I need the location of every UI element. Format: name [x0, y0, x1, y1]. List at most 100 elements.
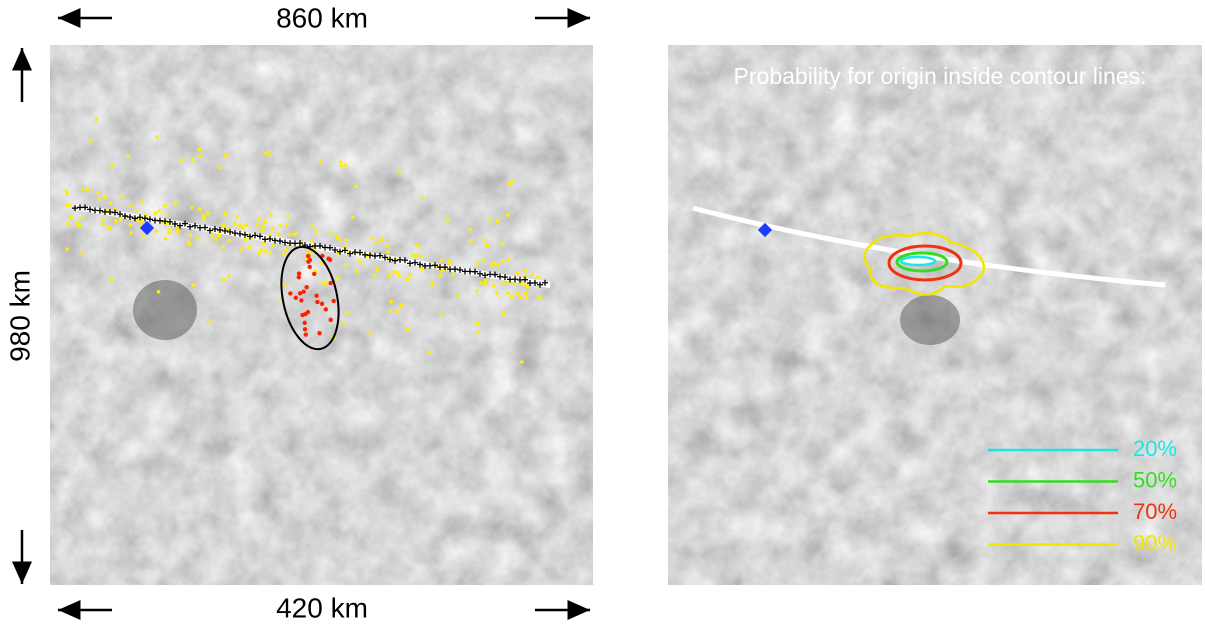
yellow-point — [386, 250, 390, 254]
yellow-point — [197, 148, 201, 152]
yellow-point — [475, 289, 479, 293]
yellow-point — [406, 327, 410, 331]
yellow-point — [397, 169, 401, 173]
yellow-point — [342, 322, 346, 326]
yellow-point — [329, 231, 333, 235]
legend-label: 50% — [1133, 467, 1177, 492]
yellow-point — [235, 215, 239, 219]
yellow-point — [479, 281, 483, 285]
yellow-point — [264, 220, 268, 224]
yellow-point — [346, 311, 350, 315]
yellow-point — [78, 224, 82, 228]
bottom-scale: 420 km — [276, 592, 368, 623]
yellow-point — [227, 274, 231, 278]
yellow-point — [373, 273, 377, 277]
legend-label: 90% — [1133, 530, 1177, 555]
red-point — [297, 275, 301, 279]
yellow-point — [500, 242, 504, 246]
yellow-point — [180, 158, 184, 162]
yellow-point — [65, 247, 69, 251]
yellow-point — [439, 259, 443, 263]
yellow-point — [174, 202, 178, 206]
yellow-point — [510, 295, 514, 299]
yellow-point — [288, 233, 292, 237]
yellow-point — [187, 240, 191, 244]
yellow-point — [165, 212, 169, 216]
yellow-point — [468, 227, 472, 231]
dark-feature — [900, 295, 960, 345]
yellow-point — [430, 283, 434, 287]
yellow-point — [485, 244, 489, 248]
yellow-point — [158, 209, 162, 213]
yellow-point — [482, 238, 486, 242]
yellow-point — [536, 275, 540, 279]
yellow-point — [519, 296, 523, 300]
yellow-point — [416, 244, 420, 248]
yellow-point — [502, 312, 506, 316]
yellow-point — [282, 253, 286, 257]
red-point — [306, 310, 310, 314]
yellow-point — [319, 160, 323, 164]
yellow-point — [222, 278, 226, 282]
yellow-point — [506, 213, 510, 217]
yellow-point — [69, 215, 73, 219]
yellow-point — [168, 227, 172, 231]
yellow-point — [414, 255, 418, 259]
red-point — [306, 254, 310, 258]
yellow-point — [244, 223, 248, 227]
yellow-point — [428, 350, 432, 354]
yellow-point — [451, 273, 455, 277]
yellow-point — [262, 225, 266, 229]
yellow-point — [263, 249, 267, 253]
red-point — [294, 296, 298, 300]
yellow-point — [375, 268, 379, 272]
yellow-point — [380, 238, 384, 242]
yellow-point — [277, 232, 281, 236]
yellow-point — [354, 185, 358, 189]
yellow-point — [269, 212, 273, 216]
yellow-point — [469, 239, 473, 243]
red-point — [308, 258, 312, 262]
yellow-point — [95, 118, 99, 122]
yellow-point — [114, 220, 118, 224]
yellow-point — [314, 229, 318, 233]
red-point — [329, 281, 333, 285]
yellow-point — [163, 204, 167, 208]
yellow-point — [292, 233, 296, 237]
side-scale: 980 km — [4, 270, 35, 362]
yellow-point — [110, 278, 114, 282]
yellow-point — [260, 228, 264, 232]
yellow-point — [191, 283, 195, 287]
red-point — [314, 293, 318, 297]
yellow-point — [446, 218, 450, 222]
contour-20 — [901, 257, 935, 265]
red-point — [317, 331, 321, 335]
figure: 860 km 420 km 980 km Probability for ori… — [0, 0, 1205, 627]
yellow-point — [199, 154, 203, 158]
yellow-point — [421, 196, 425, 200]
yellow-point — [218, 234, 222, 238]
dark-feature — [133, 280, 197, 340]
yellow-point — [135, 209, 139, 213]
red-point — [326, 257, 330, 261]
yellow-point — [264, 151, 268, 155]
yellow-point — [233, 222, 237, 226]
yellow-point — [257, 217, 261, 221]
yellow-point — [492, 284, 496, 288]
yellow-point — [335, 236, 339, 240]
red-point — [320, 302, 324, 306]
yellow-point — [279, 224, 283, 228]
yellow-point — [344, 163, 348, 167]
yellow-point — [198, 207, 202, 211]
yellow-point — [257, 251, 261, 255]
yellow-point — [154, 229, 158, 233]
yellow-point — [241, 226, 245, 230]
red-point — [297, 271, 301, 275]
yellow-point — [221, 245, 225, 249]
surface-image — [50, 45, 593, 585]
yellow-point — [191, 158, 195, 162]
yellow-point — [224, 212, 228, 216]
yellow-point — [396, 271, 400, 275]
yellow-point — [408, 273, 412, 277]
yellow-point — [271, 227, 275, 231]
